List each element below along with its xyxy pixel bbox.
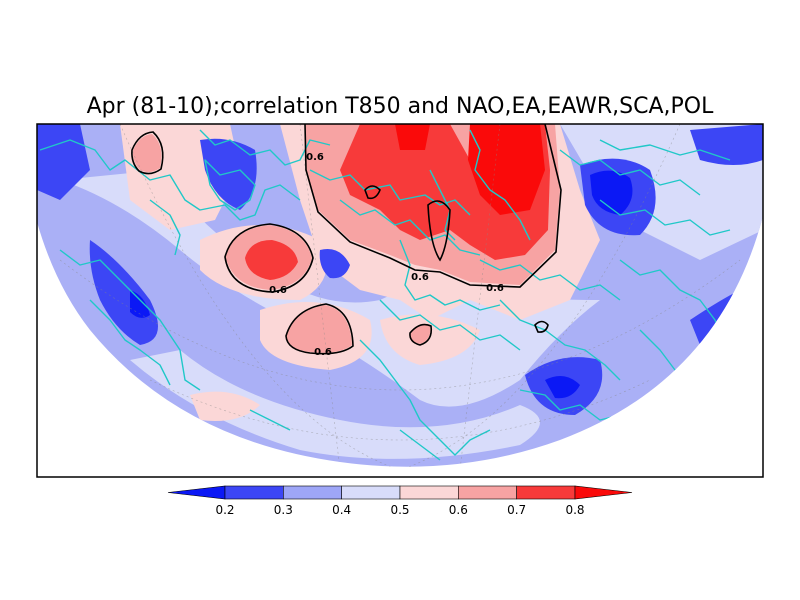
contour-0.6-small2 xyxy=(534,320,549,333)
field-band-above-0.8 xyxy=(395,124,545,215)
colorbar-swatch xyxy=(341,485,401,500)
contour-0.6-atl xyxy=(285,303,354,355)
contour-0.6-europe xyxy=(304,124,562,288)
colorbar-swatch xyxy=(574,485,633,500)
map-frame xyxy=(36,123,764,478)
contour-label: 0.6 xyxy=(269,285,287,296)
colorbar-swatch xyxy=(167,485,226,500)
colorbar-tick-label: 0.3 xyxy=(274,503,293,517)
colorbar-tick-label: 0.8 xyxy=(565,503,584,517)
contour-labels: 0.6 0.6 0.6 0.6 0.6 xyxy=(269,152,504,358)
colorbar-tick-label: 0.7 xyxy=(507,503,526,517)
graticule xyxy=(59,124,741,467)
contour-lines xyxy=(131,124,562,355)
colorbar-swatch xyxy=(224,485,284,500)
field-band-0.5-0.6-med xyxy=(380,314,480,365)
correlation-field: 0.6 0.6 0.6 0.6 0.6 xyxy=(37,124,763,467)
field-band-0.6-0.7-west xyxy=(132,134,162,173)
field-band-0.3-0.4-east xyxy=(690,124,763,165)
colorbar-swatch xyxy=(283,485,342,500)
colorbar-swatch xyxy=(458,485,517,500)
contour-label: 0.6 xyxy=(486,283,504,294)
map-title: Apr (81-10);correlation T850 and NAO,EA,… xyxy=(87,94,715,119)
coastlines xyxy=(39,129,736,461)
contour-0.6-cell xyxy=(224,223,314,293)
contour-0.6-small1 xyxy=(409,323,433,346)
colorbar-tick-label: 0.5 xyxy=(390,503,409,517)
field-band-0.5-0.6-sw xyxy=(190,391,260,421)
colorbar-tick-label: 0.4 xyxy=(332,503,351,517)
colorbar-tick-label: 0.6 xyxy=(449,503,468,517)
field-band-0.6-0.7-atl xyxy=(286,305,352,353)
colorbar: 0.2 0.3 0.4 0.5 0.6 0.7 0.8 xyxy=(167,485,633,517)
contour-0.6-small3 xyxy=(364,185,381,200)
field-band-0.3-0.4-atl xyxy=(319,249,350,279)
contour-0.6-west xyxy=(131,131,164,175)
field-band-0.4-0.5-south xyxy=(130,350,540,459)
colorbar-tick-label: 0.2 xyxy=(215,503,234,517)
contour-label: 0.6 xyxy=(306,152,324,163)
contour-label: 0.6 xyxy=(314,347,332,358)
colorbar-swatch xyxy=(516,485,576,500)
contour-0.6-small4 xyxy=(427,200,451,262)
colorbar-swatch xyxy=(399,485,459,500)
field-band-0.3-0.4-greenland xyxy=(200,138,257,210)
field-band-0.6-0.7-med xyxy=(410,324,431,344)
contour-label: 0.6 xyxy=(411,272,429,283)
field-band-0.7-0.8-cell xyxy=(245,240,298,280)
